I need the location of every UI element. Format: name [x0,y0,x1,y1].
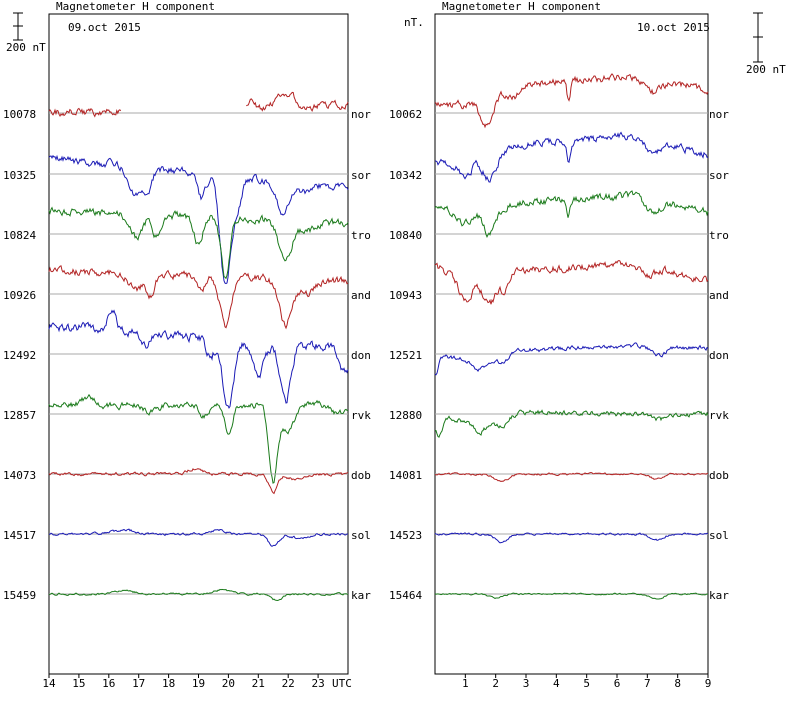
right-station-label-kar: kar [709,589,729,602]
right-series-rvk [434,409,709,438]
right-baseline-value-don: 12521 [389,349,422,362]
left-x-tick-label: 18 [162,677,175,690]
left-series-tro [48,206,349,280]
right-scale-bar-label: 200 nT [746,63,786,76]
left-series-don [48,309,349,409]
right-station-label-dob: dob [709,469,729,482]
right-station-label-sol: sol [709,529,729,542]
left-x-tick-label: 17 [132,677,145,690]
left-baseline-value-kar: 15459 [3,589,36,602]
left-station-label-nor: nor [351,108,371,121]
right-series-sor [434,131,709,183]
left-series-kar [49,588,349,602]
right-station-label-don: don [709,349,729,362]
right-series-dob [434,471,709,483]
left-station-label-tro: tro [351,229,371,242]
left-x-tick-label: 20 [222,677,235,690]
left-baseline-value-dob: 14073 [3,469,36,482]
right-series-sol [434,532,709,544]
left-series-dob [48,468,349,495]
left-x-tick-label: 16 [102,677,115,690]
right-x-tick-label: 8 [674,677,681,690]
left-baseline-value-sor: 10325 [3,169,36,182]
right-station-label-tro: tro [709,229,729,242]
right-baseline-value-nor: 10062 [389,108,422,121]
left-baseline-value-don: 12492 [3,349,36,362]
left-series-nor [246,91,349,113]
left-x-tick-label: 22 [282,677,295,690]
right-station-label-rvk: rvk [709,409,729,422]
right-x-tick-label: 3 [523,677,530,690]
right-series-kar [434,592,709,600]
left-series-sol [48,528,348,547]
left-x-tick-label: 14 [42,677,56,690]
left-baseline-value-sol: 14517 [3,529,36,542]
left-station-label-sol: sol [351,529,371,542]
right-station-label-sor: sor [709,169,729,182]
right-scale-bar [753,12,763,63]
right-x-tick-label: 7 [644,677,651,690]
right-x-tick-label: 1 [462,677,469,690]
right-x-tick-label: 4 [553,677,560,690]
left-x-unit-label: UTC [332,677,352,690]
left-x-tick-label: 19 [192,677,205,690]
right-series-nor [434,73,709,129]
left-baseline-value-rvk: 12857 [3,409,36,422]
right-baseline-value-and: 10943 [389,289,422,302]
right-station-label-nor: nor [709,108,729,121]
left-chart-title: Magnetometer H component [56,0,215,13]
right-series-and [434,259,709,305]
left-station-label-and: and [351,289,371,302]
right-chart-title: Magnetometer H component [442,0,601,13]
left-series-rvk [48,393,348,484]
left-station-label-rvk: rvk [351,409,371,422]
left-series-and [48,265,349,330]
right-baseline-value-kar: 15464 [389,589,422,602]
left-date-label: 09.oct 2015 [68,21,141,34]
left-station-label-sor: sor [351,169,371,182]
left-station-label-kar: kar [351,589,371,602]
right-baseline-value-tro: 10840 [389,229,422,242]
left-baseline-value-and: 10926 [3,289,36,302]
left-x-tick-label: 15 [72,677,85,690]
right-x-tick-label: 9 [705,677,712,690]
right-x-tick-label: 2 [492,677,499,690]
right-baseline-value-sor: 10342 [389,169,422,182]
right-baseline-value-sol: 14523 [389,529,422,542]
left-series-sor [48,154,349,285]
right-station-label-and: and [709,289,729,302]
right-x-tick-label: 5 [583,677,590,690]
left-series-nor [48,107,122,118]
right-series-tro [434,190,709,238]
right-x-tick-label: 6 [614,677,621,690]
right-date-label: 10.oct 2015 [637,21,710,34]
right-y-unit-label: nT. [404,16,424,29]
left-x-tick-label: 23 [311,677,324,690]
left-baseline-value-tro: 10824 [3,229,36,242]
left-station-label-don: don [351,349,371,362]
right-series-don [434,342,709,376]
right-baseline-value-dob: 14081 [389,469,422,482]
right-baseline-value-rvk: 12880 [389,409,422,422]
right-plot-frame [434,13,709,675]
left-baseline-value-nor: 10078 [3,108,36,121]
left-x-tick-label: 21 [252,677,265,690]
left-scale-bar [13,12,23,41]
left-scale-bar-label: 200 nT [6,41,46,54]
left-station-label-dob: dob [351,469,371,482]
